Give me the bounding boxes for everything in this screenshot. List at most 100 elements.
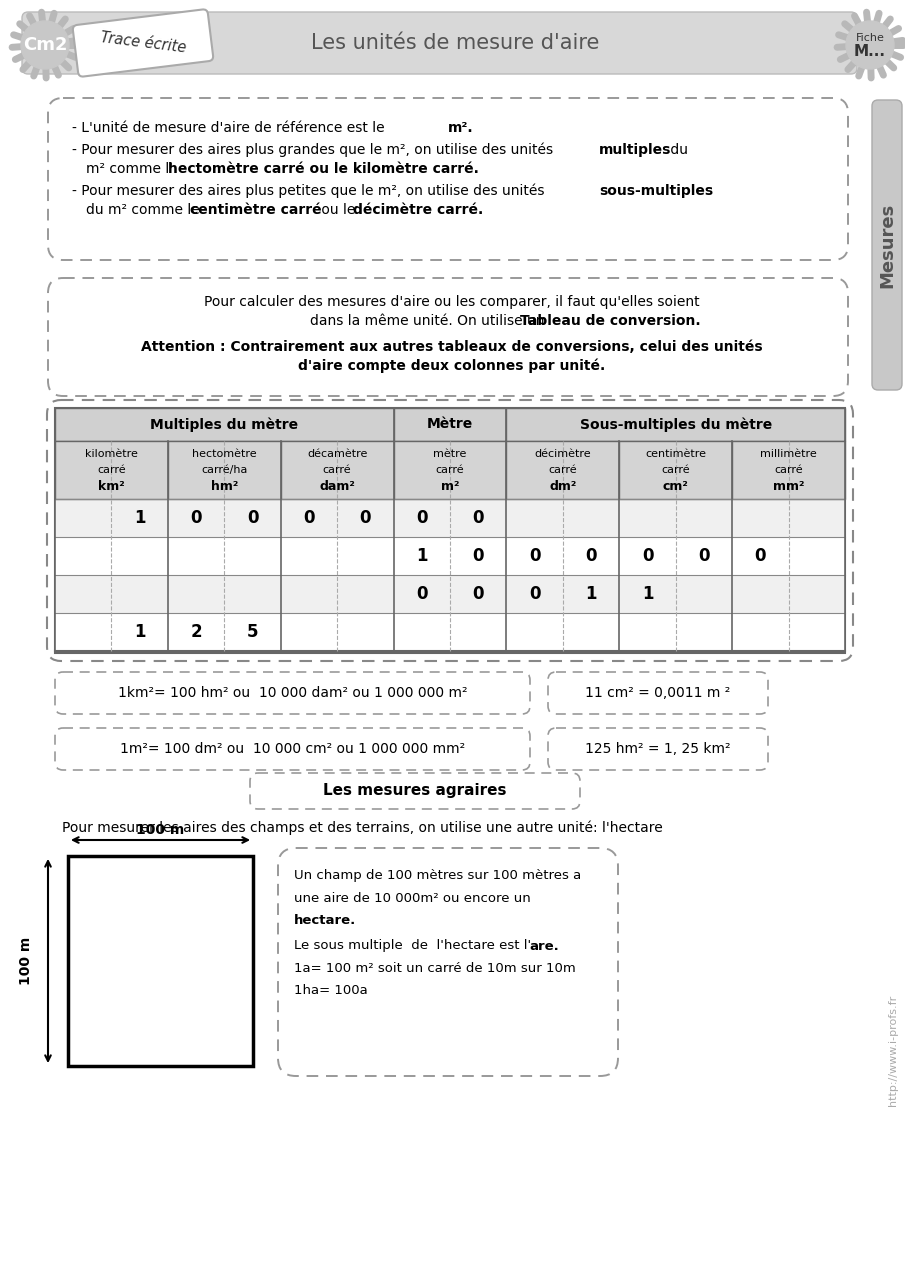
Bar: [167, 442, 281, 499]
Text: centimètre: centimètre: [645, 449, 706, 458]
Text: 1m²= 100 dm² ou  10 000 cm² ou 1 000 000 mm²: 1m²= 100 dm² ou 10 000 cm² ou 1 000 000 …: [120, 742, 465, 756]
Text: - L'unité de mesure d'aire de référence est le: - L'unité de mesure d'aire de référence …: [72, 122, 389, 134]
Bar: [55, 408, 394, 442]
Text: 1: 1: [134, 623, 146, 641]
Text: 1: 1: [586, 585, 596, 603]
Text: 125 hm² = 1, 25 km²: 125 hm² = 1, 25 km²: [586, 742, 730, 756]
Text: Fiche: Fiche: [855, 33, 884, 44]
Text: 1: 1: [416, 547, 427, 564]
Text: une aire de 10 000m² ou encore un: une aire de 10 000m² ou encore un: [294, 891, 530, 905]
Text: décimètre carré.: décimètre carré.: [353, 204, 483, 218]
Text: hectomètre carré ou le kilomètre carré.: hectomètre carré ou le kilomètre carré.: [168, 163, 479, 175]
Text: - Pour mesurer des aires plus petites que le m², on utilise des unités: - Pour mesurer des aires plus petites qu…: [72, 184, 548, 198]
Bar: [55, 442, 167, 499]
Text: ou le: ou le: [317, 204, 360, 218]
Text: 0: 0: [642, 547, 653, 564]
Text: carré: carré: [97, 465, 126, 475]
Text: Attention : Contrairement aux autres tableaux de conversions, celui des unités: Attention : Contrairement aux autres tab…: [141, 340, 763, 355]
Text: cm²: cm²: [662, 480, 689, 493]
Text: 0: 0: [416, 509, 427, 527]
Text: 100 m: 100 m: [137, 823, 185, 837]
Text: carré: carré: [548, 465, 577, 475]
FancyBboxPatch shape: [872, 100, 902, 390]
FancyBboxPatch shape: [48, 278, 848, 396]
Text: carré: carré: [662, 465, 690, 475]
Text: are.: are.: [529, 940, 558, 952]
Text: centimètre carré: centimètre carré: [190, 204, 321, 218]
Text: 0: 0: [529, 585, 540, 603]
Text: 0: 0: [698, 547, 710, 564]
Text: du m² comme le: du m² comme le: [86, 204, 205, 218]
Text: Trace écrite: Trace écrite: [100, 31, 186, 56]
Text: 100 m: 100 m: [19, 937, 33, 986]
Text: dam²: dam²: [319, 480, 355, 493]
Text: 1km²= 100 hm² ou  10 000 dam² ou 1 000 000 m²: 1km²= 100 hm² ou 10 000 dam² ou 1 000 00…: [118, 686, 467, 700]
Text: - Pour mesurer des aires plus grandes que le m², on utilise des unités: - Pour mesurer des aires plus grandes qu…: [72, 143, 557, 157]
Text: carré/ha: carré/ha: [201, 465, 247, 475]
Text: Mètre: Mètre: [427, 417, 473, 431]
FancyBboxPatch shape: [548, 728, 768, 771]
Text: kilomètre: kilomètre: [85, 449, 138, 458]
Text: 0: 0: [755, 547, 767, 564]
Text: 0: 0: [303, 509, 315, 527]
Text: 1: 1: [642, 585, 653, 603]
Text: millimètre: millimètre: [760, 449, 817, 458]
Text: 1: 1: [134, 509, 146, 527]
FancyBboxPatch shape: [48, 99, 848, 260]
Text: Les mesures agraires: Les mesures agraires: [323, 783, 507, 799]
Text: carré: carré: [775, 465, 803, 475]
Text: 0: 0: [416, 585, 427, 603]
Text: km²: km²: [98, 480, 125, 493]
Text: Pour calculer des mesures d'aire ou les comparer, il faut qu'elles soient: Pour calculer des mesures d'aire ou les …: [205, 294, 700, 308]
Text: 5: 5: [247, 623, 258, 641]
Bar: [55, 538, 845, 575]
FancyBboxPatch shape: [548, 672, 768, 714]
Bar: [55, 499, 845, 538]
Text: hectare.: hectare.: [294, 914, 357, 927]
Text: Pour mesurer les aires des champs et des terrains, on utilise une autre unité: l: Pour mesurer les aires des champs et des…: [62, 820, 662, 836]
Text: Sous-multiples du mètre: Sous-multiples du mètre: [579, 417, 772, 431]
FancyBboxPatch shape: [55, 672, 530, 714]
Circle shape: [21, 20, 69, 69]
Text: Tableau de conversion.: Tableau de conversion.: [520, 314, 700, 328]
Bar: [55, 613, 845, 652]
Text: mètre: mètre: [433, 449, 467, 458]
Text: http://www.i-profs.fr: http://www.i-profs.fr: [888, 995, 898, 1106]
Text: 0: 0: [586, 547, 596, 564]
Bar: [394, 408, 507, 442]
Bar: [732, 442, 845, 499]
Text: m².: m².: [448, 122, 473, 134]
FancyBboxPatch shape: [278, 847, 618, 1076]
Bar: [68, 856, 253, 1066]
Text: Mesures: Mesures: [878, 202, 896, 288]
Text: sous-multiples: sous-multiples: [599, 184, 713, 198]
Text: carré: carré: [323, 465, 351, 475]
FancyBboxPatch shape: [55, 728, 530, 771]
Text: du: du: [666, 143, 688, 157]
Text: Le sous multiple  de  l'hectare est l': Le sous multiple de l'hectare est l': [294, 940, 531, 952]
Text: d'aire compte deux colonnes par unité.: d'aire compte deux colonnes par unité.: [299, 358, 605, 374]
Bar: [55, 408, 845, 653]
Text: 1ha= 100a: 1ha= 100a: [294, 983, 367, 997]
Text: 0: 0: [472, 509, 484, 527]
Text: m²: m²: [441, 480, 459, 493]
Text: M...: M...: [854, 45, 886, 59]
Text: multiples: multiples: [599, 143, 672, 157]
Text: carré: carré: [435, 465, 464, 475]
Text: Cm2: Cm2: [23, 36, 67, 54]
Text: 0: 0: [529, 547, 540, 564]
Circle shape: [846, 20, 894, 69]
Text: 0: 0: [247, 509, 258, 527]
Text: 11 cm² = 0,0011 m ²: 11 cm² = 0,0011 m ²: [586, 686, 730, 700]
Text: 0: 0: [472, 585, 484, 603]
FancyBboxPatch shape: [47, 399, 853, 660]
Text: hectomètre: hectomètre: [192, 449, 257, 458]
FancyBboxPatch shape: [22, 12, 857, 74]
Text: décimètre: décimètre: [535, 449, 591, 458]
FancyBboxPatch shape: [73, 9, 213, 77]
Text: mm²: mm²: [773, 480, 805, 493]
FancyBboxPatch shape: [250, 773, 580, 809]
Text: 1a= 100 m² soit un carré de 10m sur 10m: 1a= 100 m² soit un carré de 10m sur 10m: [294, 961, 576, 974]
Bar: [507, 442, 619, 499]
Text: 0: 0: [190, 509, 202, 527]
